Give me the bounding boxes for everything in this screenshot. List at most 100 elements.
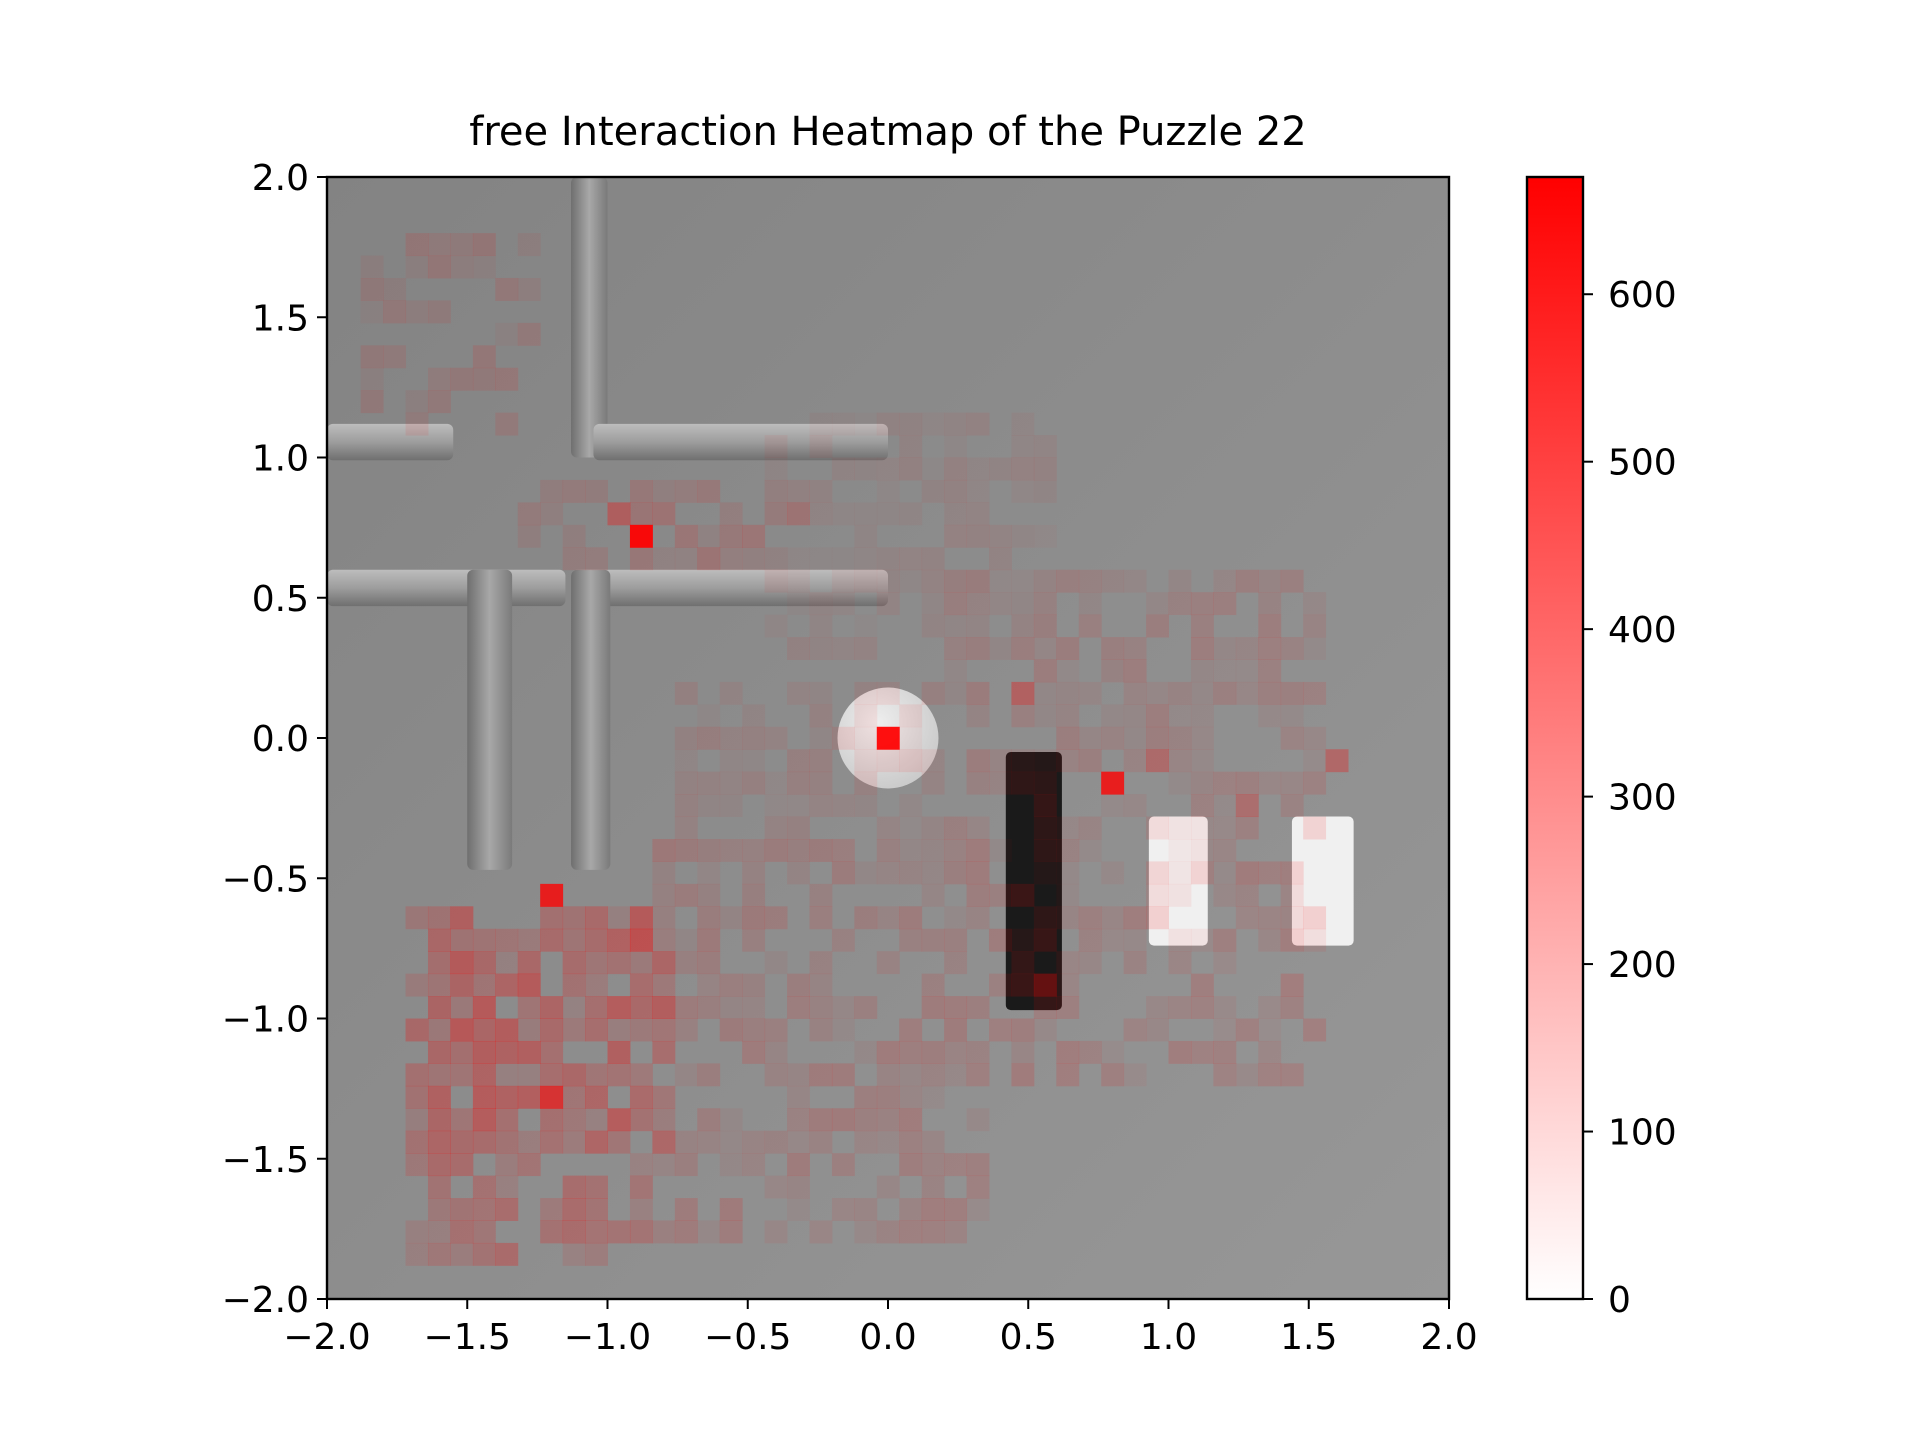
heat-cell: [585, 547, 608, 571]
heat-cell: [988, 457, 1012, 481]
heat-cell: [1033, 794, 1057, 818]
heat-cell: [1213, 1018, 1237, 1042]
heat-cell: [944, 1063, 968, 1087]
heat-cell: [674, 996, 698, 1019]
heat-cell: [450, 973, 474, 997]
heat-cell: [787, 502, 810, 526]
heat-cell: [674, 1018, 698, 1042]
heat-cell: [562, 906, 586, 930]
heat-cell: [1168, 726, 1192, 750]
heat-cell: [405, 1063, 429, 1087]
heat-cell: [1280, 861, 1304, 885]
heat-cell: [562, 1085, 586, 1109]
heat-cell: [652, 1085, 676, 1109]
heat-cell: [1258, 704, 1282, 728]
heat-cell: [1101, 861, 1125, 885]
heat-cell: [1146, 883, 1169, 907]
heat-cell: [876, 906, 900, 930]
heat-cell: [1056, 838, 1080, 862]
heat-cell: [1258, 1040, 1282, 1064]
heat-cell: [1280, 681, 1304, 705]
heat-cell: [1033, 614, 1057, 638]
heat-cell: [921, 749, 945, 773]
heat-cell: [1011, 457, 1035, 481]
heat-cell: [585, 951, 608, 975]
heat-cell: [1146, 816, 1169, 840]
heat-cell: [922, 458, 945, 481]
heat-cell: [899, 1198, 923, 1221]
heat-cell: [427, 1153, 451, 1177]
heat-cell: [1190, 996, 1214, 1019]
heat-cell: [1123, 1063, 1147, 1087]
heat-cell: [1101, 659, 1125, 683]
heat-cell: [921, 1130, 945, 1154]
heat-cell: [988, 524, 1012, 548]
heat-cell: [450, 928, 474, 952]
heat-cell: [517, 928, 541, 952]
heat-cell: [899, 435, 923, 458]
heat-cell: [877, 502, 900, 525]
heat-cell: [809, 838, 833, 862]
heat-cell: [1033, 479, 1057, 503]
heat-cell: [472, 1242, 496, 1266]
heat-cell: [1168, 838, 1192, 862]
wall-6: [571, 569, 611, 870]
heat-cell: [944, 637, 968, 660]
heat-cell: [517, 973, 541, 997]
heat-cell: [809, 771, 833, 795]
heat-cell: [1011, 614, 1035, 638]
heat-cell: [495, 1018, 519, 1042]
heat-cell: [472, 928, 496, 952]
heat-cell: [1168, 883, 1192, 907]
heat-cell: [1101, 794, 1125, 818]
heat-cell: [944, 592, 968, 616]
heat-cell: [809, 435, 833, 458]
heat-cell: [360, 367, 384, 391]
heat-cell: [765, 794, 788, 817]
heat-cell: [450, 1040, 474, 1064]
heat-cell: [966, 1198, 990, 1221]
heat-cell: [674, 1198, 698, 1221]
heat-cell: [697, 704, 720, 727]
heat-cell: [1146, 1018, 1169, 1042]
heat-cell: [405, 1018, 429, 1042]
heat-cell: [562, 1063, 586, 1087]
heat-cell: [720, 749, 743, 772]
heat-cell: [877, 480, 900, 503]
heat-cell: [540, 906, 564, 930]
heat-cell: [652, 883, 676, 907]
heat-cell: [540, 1085, 564, 1109]
heat-cell: [988, 973, 1012, 997]
heat-cell: [652, 502, 676, 526]
heat-cell: [697, 524, 721, 548]
heat-cell: [1056, 726, 1080, 750]
heat-cell: [697, 838, 721, 862]
heat-cell: [876, 1220, 900, 1244]
heat-cell: [1123, 794, 1147, 818]
heat-cell: [921, 1198, 945, 1221]
heat-cell: [966, 524, 990, 548]
heat-cell: [809, 951, 833, 975]
heat-cell: [719, 838, 743, 862]
heat-cell: [944, 524, 968, 548]
heat-cell: [876, 1040, 900, 1064]
colorbar-tick-label: 300: [1608, 778, 1677, 819]
heat-cell: [652, 1153, 676, 1177]
heat-cell: [899, 906, 923, 930]
heat-cell: [517, 1040, 541, 1064]
heat-cell: [495, 973, 519, 997]
heat-cell: [1101, 637, 1125, 660]
heat-cell: [585, 479, 608, 503]
heat-cell: [764, 569, 788, 593]
heat-cell: [1235, 861, 1259, 885]
heat-cell: [1078, 749, 1102, 773]
heat-cell: [944, 928, 968, 952]
heat-cell: [809, 413, 832, 436]
heat-cell: [1146, 704, 1169, 728]
heat-cell: [495, 1085, 519, 1109]
heat-cell: [787, 973, 810, 997]
heat-cell: [405, 233, 429, 257]
heat-cell: [944, 412, 968, 436]
heat-cell: [697, 771, 721, 795]
heat-cell: [674, 1153, 698, 1177]
